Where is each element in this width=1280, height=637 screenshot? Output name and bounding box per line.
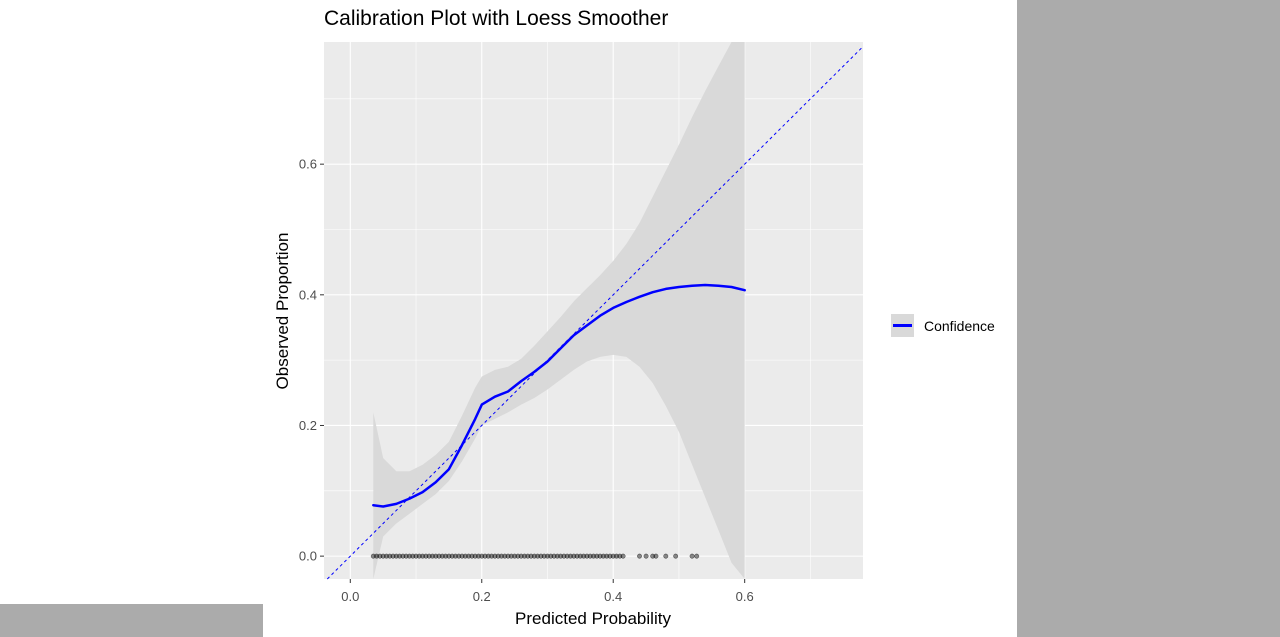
x-ticks: 0.0 0.2 0.4 0.6: [341, 579, 754, 604]
y-ticks: 0.0 0.2 0.4 0.6: [299, 157, 324, 564]
x-tick-label: 0.6: [736, 589, 754, 604]
chart-title: Calibration Plot with Loess Smoother: [324, 7, 669, 30]
rug-point: [663, 553, 669, 559]
legend-label: Confidence: [924, 317, 995, 334]
x-tick-label: 0.0: [341, 589, 359, 604]
x-axis-title: Predicted Probability: [515, 609, 671, 628]
rug-point: [653, 553, 659, 559]
loess-smoother-line: [372, 283, 746, 508]
confidence-ribbon: [373, 42, 745, 579]
y-axis-title: Observed Proportion: [273, 233, 292, 390]
legend: Confidence: [891, 314, 995, 337]
background-panel-right: [1017, 0, 1280, 637]
grid-minor: [324, 42, 863, 579]
rug-point: [673, 553, 679, 559]
rug-point: [620, 553, 626, 559]
rug-point: [694, 553, 700, 559]
y-tick-label: 0.2: [299, 418, 317, 433]
rug-point: [637, 553, 642, 559]
x-tick-label: 0.4: [604, 589, 622, 604]
rug-points: [370, 553, 700, 559]
background-panel-bottom-left: [0, 604, 263, 637]
rug-point: [643, 553, 649, 559]
legend-key-line-icon: [891, 314, 914, 337]
y-tick-label: 0.4: [299, 287, 317, 302]
rug-point: [689, 553, 695, 559]
x-tick-label: 0.2: [473, 589, 491, 604]
y-tick-label: 0.6: [299, 157, 317, 172]
y-tick-label: 0.0: [299, 549, 317, 564]
